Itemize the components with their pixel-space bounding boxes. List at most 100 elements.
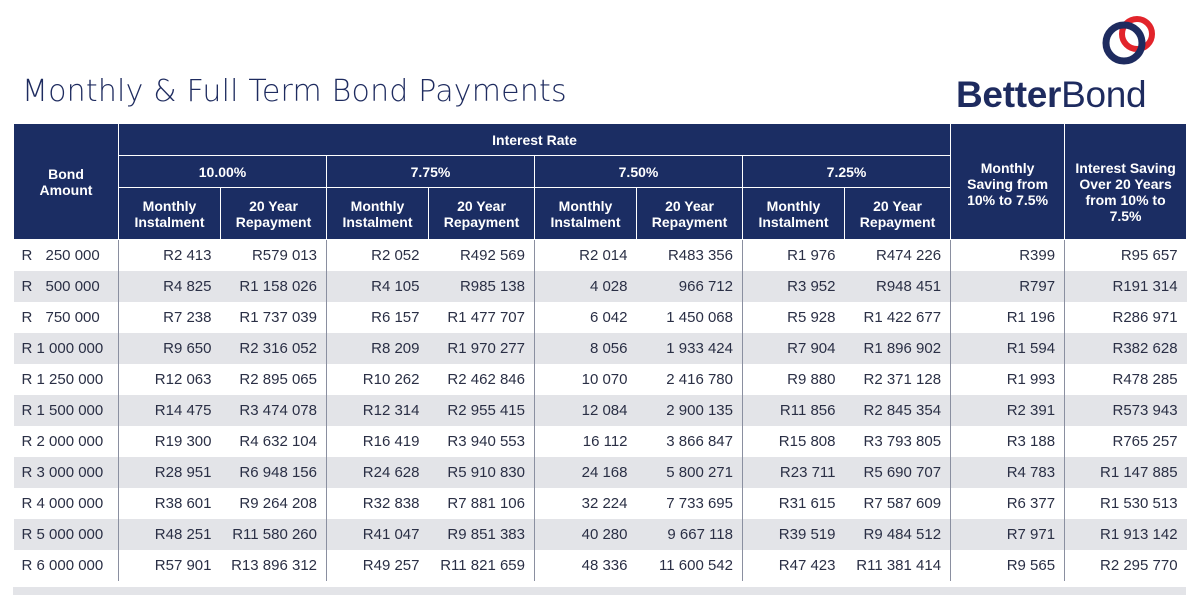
header-rate-2: 7.75% [326, 155, 535, 188]
bond-amount-cell: R 1 500 000 [13, 395, 119, 426]
header-bond-amount: Bond Amount [13, 123, 119, 240]
bond-amount-cell: R 5 000 000 [13, 519, 119, 550]
table-row: R 4 000 000 R38 601 R9 264 208 R32 838 R7 88… [13, 488, 1187, 519]
monthly-saving-cell: R7 971 [950, 519, 1066, 550]
table-row: R 3 000 000 R28 951 R6 948 156 R24 628 R5 91… [13, 457, 1187, 488]
monthly-instalment-75-cell: 8 056 [534, 333, 637, 364]
table-row: R 6 000 000 R57 901 R13 896 312 R49 257 R11 … [13, 550, 1187, 581]
monthly-saving-cell: R6 377 [950, 488, 1066, 519]
monthly-instalment-775-cell: R16 419 [326, 426, 429, 457]
monthly-instalment-10-cell: R4 825 [118, 271, 221, 302]
monthly-instalment-775-cell: R10 262 [326, 364, 429, 395]
repayment-75-cell: R483 356 [636, 239, 743, 271]
repayment-75-cell: 5 800 271 [636, 457, 743, 488]
monthly-instalment-725-cell: R47 423 [742, 550, 845, 581]
monthly-instalment-775-cell: R32 838 [326, 488, 429, 519]
repayment-725-cell: R1 422 677 [844, 302, 952, 333]
repayment-775-cell: R2 462 846 [428, 364, 535, 395]
monthly-instalment-725-cell: R39 519 [742, 519, 845, 550]
logo-wordmark: BetterBond [956, 74, 1147, 116]
table-row: R 2 000 000 R19 300 R4 632 104 R16 419 R3 94… [13, 426, 1187, 457]
bond-amount-value: 500 000 [45, 278, 100, 295]
repayment-775-cell: R1 477 707 [428, 302, 535, 333]
bond-amount-cell: R 6 000 000 [13, 550, 119, 581]
bond-amount-cell: R 1 000 000 [13, 333, 119, 364]
bond-amount-cell: R 2 000 000 [13, 426, 119, 457]
interest-saving-cell: R1 147 885 [1064, 457, 1187, 488]
repayment-725-cell: R2 371 128 [844, 364, 952, 395]
bond-amount-value: R 1 250 000 [21, 371, 104, 388]
interest-saving-cell: R478 285 [1064, 364, 1187, 395]
repayment-10-cell: R13 896 312 [220, 550, 327, 581]
repayment-75-cell: 1 933 424 [636, 333, 743, 364]
repayment-10-cell: R4 632 104 [220, 426, 327, 457]
monthly-saving-cell: R9 565 [950, 550, 1066, 581]
repayment-10-cell: R2 895 065 [220, 364, 327, 395]
monthly-instalment-725-cell: R9 880 [742, 364, 845, 395]
monthly-instalment-10-cell: R28 951 [118, 457, 221, 488]
repayment-10-cell: R3 474 078 [220, 395, 327, 426]
monthly-saving-cell: R2 391 [950, 395, 1066, 426]
repayment-725-cell: R474 226 [844, 239, 952, 271]
repayment-75-cell: 2 900 135 [636, 395, 743, 426]
repayment-775-cell: R1 970 277 [428, 333, 535, 364]
interest-saving-cell: R95 657 [1064, 239, 1187, 271]
monthly-instalment-75-cell: 4 028 [534, 271, 637, 302]
currency-prefix: R [21, 247, 33, 264]
header-20-year-repayment: 20 Year Repayment [636, 187, 743, 240]
header-interest-rate: Interest Rate [117, 123, 952, 156]
repayment-725-cell: R11 381 414 [844, 550, 952, 581]
monthly-instalment-10-cell: R2 413 [118, 239, 221, 271]
interest-saving-cell: R382 628 [1064, 333, 1187, 364]
monthly-instalment-75-cell: 12 084 [534, 395, 637, 426]
repayment-775-cell: R9 851 383 [428, 519, 535, 550]
repayment-775-cell: R11 821 659 [428, 550, 535, 581]
repayment-725-cell: R7 587 609 [844, 488, 952, 519]
repayment-75-cell: 7 733 695 [636, 488, 743, 519]
repayment-75-cell: 966 712 [636, 271, 743, 302]
repayment-775-cell: R5 910 830 [428, 457, 535, 488]
monthly-instalment-10-cell: R19 300 [118, 426, 221, 457]
monthly-instalment-75-cell: R2 014 [534, 239, 637, 271]
table-row: R 750 000 R7 238 R1 737 039 R6 157 R1 477 707… [13, 302, 1187, 333]
bond-amount-value: R 1 500 000 [21, 402, 104, 419]
table-footer-bar [13, 587, 1186, 595]
repayment-725-cell: R5 690 707 [844, 457, 952, 488]
table-row: R 250 000 R2 413 R579 013 R2 052 R492 569 R2 0… [13, 239, 1187, 271]
monthly-instalment-775-cell: R2 052 [326, 239, 429, 271]
interest-saving-cell: R2 295 770 [1064, 550, 1187, 581]
repayment-775-cell: R492 569 [428, 239, 535, 271]
monthly-instalment-725-cell: R15 808 [742, 426, 845, 457]
header-monthly-saving: Monthly Saving from 10% to 7.5% [950, 123, 1066, 240]
monthly-instalment-725-cell: R1 976 [742, 239, 845, 271]
monthly-instalment-10-cell: R14 475 [118, 395, 221, 426]
monthly-instalment-775-cell: R6 157 [326, 302, 429, 333]
bond-amount-cell: R 750 000 [13, 302, 119, 333]
header-monthly-instalment: Monthly Instalment [118, 187, 221, 240]
monthly-instalment-775-cell: R12 314 [326, 395, 429, 426]
bond-amount-value: R 4 000 000 [21, 495, 104, 512]
header-20-year-repayment: 20 Year Repayment [843, 187, 952, 240]
page-title: Monthly & Full Term Bond Payments [22, 74, 567, 109]
monthly-instalment-725-cell: R31 615 [742, 488, 845, 519]
monthly-instalment-10-cell: R57 901 [118, 550, 221, 581]
table-row: R 1 250 000 R12 063 R2 895 065 R10 262 R2 46… [13, 364, 1187, 395]
monthly-instalment-10-cell: R7 238 [118, 302, 221, 333]
header-rate-4: 7.25% [741, 155, 952, 188]
monthly-instalment-75-cell: 40 280 [534, 519, 637, 550]
monthly-saving-cell: R4 783 [950, 457, 1066, 488]
monthly-instalment-75-cell: 24 168 [534, 457, 637, 488]
repayment-75-cell: 11 600 542 [636, 550, 743, 581]
interest-saving-cell: R1 530 513 [1064, 488, 1187, 519]
monthly-instalment-725-cell: R7 904 [742, 333, 845, 364]
bond-amount-cell: R 1 250 000 [13, 364, 119, 395]
betterbond-logo: BetterBond [956, 10, 1186, 115]
interest-saving-cell: R765 257 [1064, 426, 1187, 457]
interest-saving-cell: R1 913 142 [1064, 519, 1187, 550]
logo-text-regular: Bond [1061, 74, 1147, 115]
header-20-year-repayment: 20 Year Repayment [220, 187, 327, 240]
monthly-instalment-725-cell: R11 856 [742, 395, 845, 426]
bond-amount-value: R 5 000 000 [21, 526, 104, 543]
repayment-725-cell: R2 845 354 [844, 395, 952, 426]
monthly-instalment-10-cell: R48 251 [118, 519, 221, 550]
